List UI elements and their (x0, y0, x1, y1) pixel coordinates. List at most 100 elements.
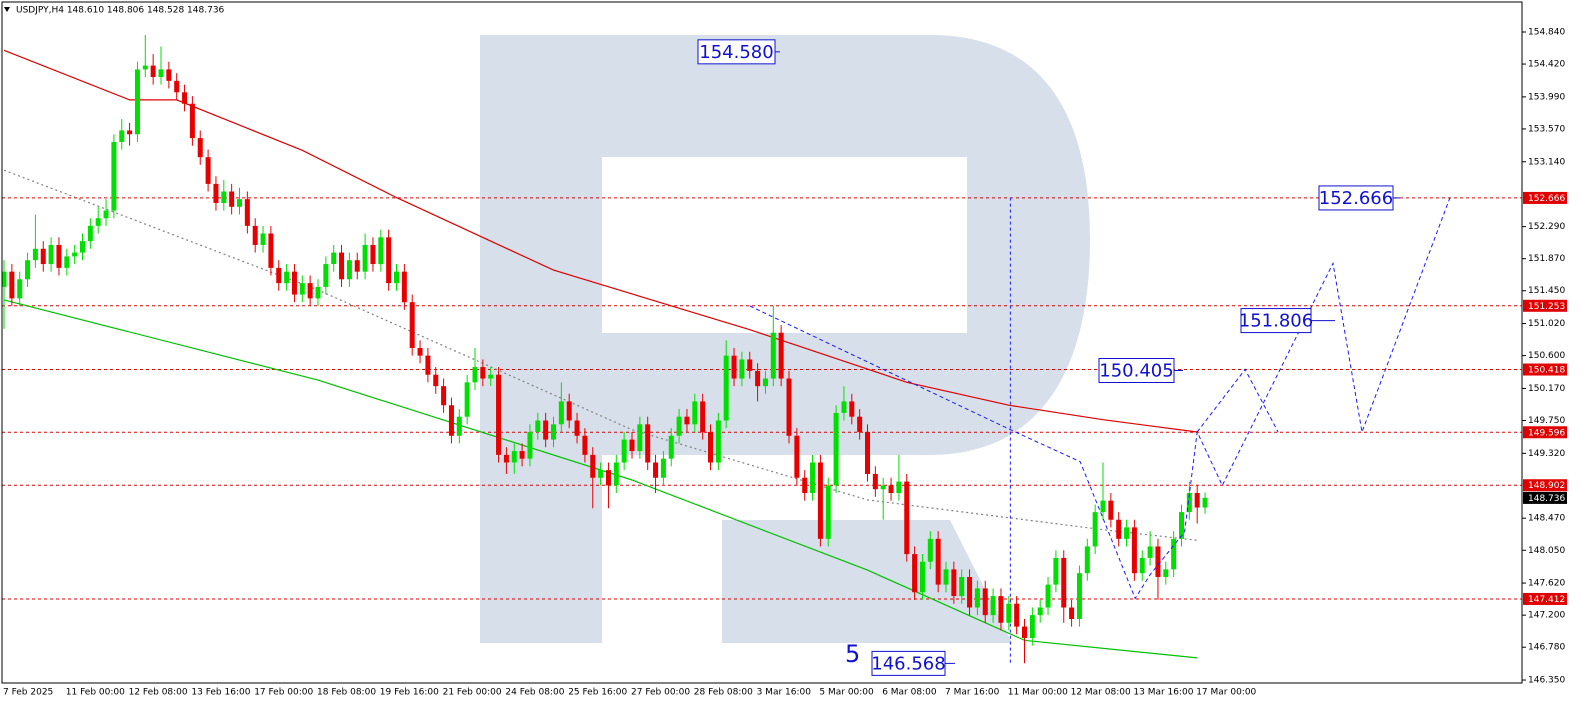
x-tick-label: 28 Feb 08:00 (694, 688, 753, 698)
candle-body (676, 416, 682, 436)
candle-body (464, 382, 470, 417)
y-tick-label: 148.470 (1528, 514, 1565, 524)
candle-body (1029, 615, 1035, 639)
y-tick-label: 147.620 (1528, 579, 1565, 589)
candle-body (1014, 603, 1020, 627)
candle-body (1045, 584, 1051, 608)
candle-body (1163, 569, 1169, 577)
annotation-label: 150.405 (1099, 361, 1173, 382)
candle-body (213, 183, 219, 203)
candle-body (1076, 573, 1082, 619)
y-tick-label: 149.320 (1528, 449, 1565, 459)
x-tick-label: 13 Mar 16:00 (1133, 688, 1193, 698)
candle-body (708, 431, 713, 463)
menu-arrow[interactable] (4, 7, 10, 12)
candle-body (32, 248, 38, 261)
candle-body (237, 199, 242, 207)
level-price-label: 150.418 (1528, 366, 1565, 376)
candle-body (692, 401, 698, 425)
candle-body (802, 477, 808, 494)
candle-body (527, 431, 533, 459)
level-price-label: 151.253 (1528, 302, 1565, 312)
candle-body (480, 367, 486, 379)
forecast-path (749, 197, 1451, 600)
candle-body (747, 359, 753, 371)
candle-body (268, 233, 274, 268)
candle-body (456, 416, 462, 436)
candle-body (590, 454, 596, 478)
annotation-label: 146.568 (871, 653, 945, 674)
candle-body (182, 92, 188, 104)
candle-body (982, 588, 988, 616)
candle-body (621, 439, 627, 463)
candle-body (731, 355, 737, 379)
annotation-box (871, 650, 946, 676)
candle-body (205, 157, 211, 184)
candle-body (221, 191, 227, 203)
candle-body (660, 458, 666, 478)
candle-body (990, 596, 996, 616)
candle-body (315, 286, 321, 299)
candle-body (1155, 546, 1161, 577)
candle-body (25, 260, 31, 280)
candle-body (260, 233, 266, 245)
y-tick-label: 154.420 (1528, 60, 1565, 70)
x-tick-label: 12 Mar 08:00 (1071, 688, 1131, 698)
candle-body (40, 248, 46, 265)
candle-body (346, 260, 352, 280)
candle-body (1022, 626, 1027, 639)
candle-body (551, 424, 556, 440)
candle-body (95, 218, 101, 226)
candle-body (967, 576, 973, 608)
candle-body (307, 283, 313, 299)
candle-body (770, 332, 776, 379)
candle-body (503, 454, 509, 463)
indicator-line (3, 49, 1198, 433)
level-price-box (1523, 299, 1567, 312)
candle-body (441, 386, 447, 406)
candle-body (299, 283, 305, 295)
candle-body (291, 271, 297, 295)
candle-body (119, 130, 125, 142)
level-price-box (1523, 426, 1567, 439)
candle-body (174, 80, 180, 93)
indicator-line (3, 299, 1198, 659)
candle-body (1053, 557, 1059, 585)
annotation-label: 152.666 (1319, 188, 1393, 209)
watermark-bowl (480, 35, 1090, 643)
x-tick-label: 27 Feb 00:00 (631, 688, 690, 698)
wave-label: 5 (845, 640, 860, 668)
candle-body (1092, 512, 1098, 547)
candle-body (896, 481, 902, 494)
candle-body (841, 401, 847, 413)
y-tick-label: 151.450 (1528, 286, 1565, 296)
x-tick-label: 11 Feb 00:00 (66, 688, 125, 698)
y-tick-label: 154.840 (1528, 27, 1565, 37)
candle-body (142, 65, 148, 70)
y-tick-label: 151.020 (1528, 319, 1565, 329)
candle-body (786, 378, 792, 436)
x-tick-label: 5 Mar 00:00 (819, 688, 874, 698)
y-tick-label: 146.350 (1528, 676, 1565, 686)
candle-body (448, 405, 454, 436)
candle-body (394, 271, 399, 284)
candle-body (739, 359, 745, 379)
candle-body (1179, 512, 1184, 539)
candle-body (323, 264, 329, 287)
candle-body (417, 347, 423, 356)
candle-body (778, 332, 784, 379)
y-tick-label: 153.990 (1528, 92, 1565, 102)
y-tick-label: 151.870 (1528, 254, 1565, 264)
candle-body (943, 569, 949, 585)
candle-body (762, 378, 768, 387)
candle-body (1037, 607, 1043, 616)
candle-body (229, 191, 235, 207)
y-tick-label: 150.600 (1528, 351, 1565, 361)
candle-body (865, 431, 870, 474)
candle-body (197, 138, 203, 158)
level-price-box (1523, 592, 1567, 605)
annotation-label: 154.580 (699, 42, 773, 63)
candle-body (582, 435, 588, 455)
level-price-box (1523, 479, 1567, 492)
candle-body (87, 225, 93, 242)
